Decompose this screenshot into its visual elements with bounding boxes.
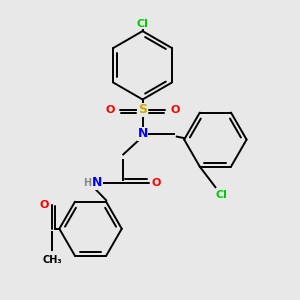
Text: N: N [92,176,103,189]
Text: Cl: Cl [136,19,148,29]
Text: S: S [138,103,147,116]
Text: O: O [105,105,115,115]
Text: H: H [83,178,92,188]
Text: N: N [137,127,148,140]
Text: CH₃: CH₃ [42,255,62,265]
Text: Cl: Cl [215,190,227,200]
Text: O: O [40,200,49,210]
Text: O: O [151,178,160,188]
Text: O: O [171,105,180,115]
